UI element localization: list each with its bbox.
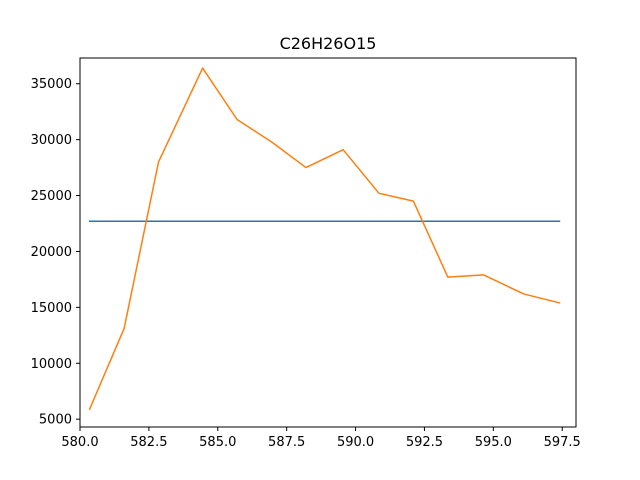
y-tick-label: 25000 bbox=[31, 189, 72, 204]
x-tick-label: 592.5 bbox=[406, 435, 443, 450]
x-tick-label: 587.5 bbox=[268, 435, 305, 450]
y-tick-label: 20000 bbox=[31, 245, 72, 260]
y-tick-label: 15000 bbox=[31, 301, 72, 316]
x-tick-label: 580.0 bbox=[61, 435, 98, 450]
x-tick-label: 597.5 bbox=[544, 435, 581, 450]
y-tick-label: 5000 bbox=[39, 413, 72, 428]
y-axis: 5000 10000 15000 20000 25000 30000 35000 bbox=[31, 77, 80, 428]
series-layer bbox=[88, 67, 561, 411]
y-tick-label: 35000 bbox=[31, 77, 72, 92]
x-tick-label: 595.0 bbox=[475, 435, 512, 450]
x-tick-label: 590.0 bbox=[337, 435, 374, 450]
series-line-2 bbox=[88, 67, 561, 411]
x-axis: 580.0 582.5 585.0 587.5 590.0 592.5 595.0 597.5 bbox=[61, 427, 581, 450]
plot-frame bbox=[79, 57, 577, 428]
chart-title: C26H26O15 bbox=[280, 34, 377, 53]
x-tick-label: 582.5 bbox=[130, 435, 167, 450]
y-tick-label: 10000 bbox=[31, 357, 72, 372]
x-tick-label: 585.0 bbox=[199, 435, 236, 450]
y-tick-label: 30000 bbox=[31, 133, 72, 148]
